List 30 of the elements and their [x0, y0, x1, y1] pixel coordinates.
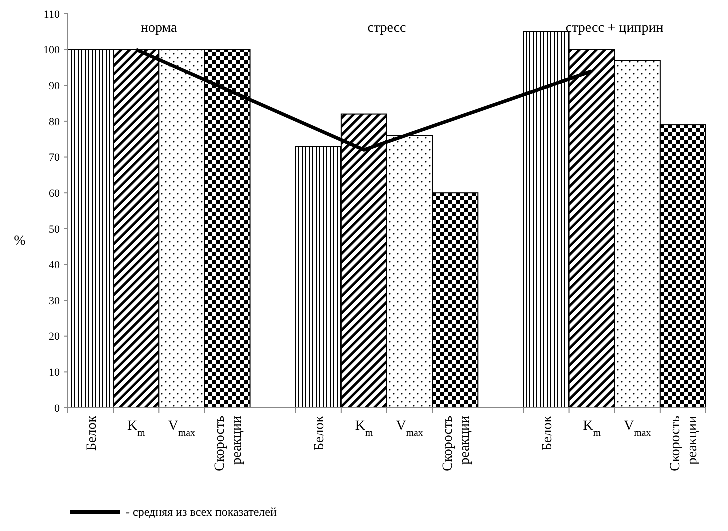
y-tick-label: 110 [44, 8, 60, 21]
annotation: норма [141, 21, 178, 36]
y-axis-title: % [14, 234, 26, 249]
y-tick-label: 60 [49, 188, 60, 200]
x-tick-label: V$_{max}$ [168, 419, 196, 438]
y-tick-label: 40 [49, 260, 60, 272]
x-tick-label: Белок [84, 416, 100, 452]
x-tick-label: Белок [312, 416, 328, 452]
x-tick-label: V$_{max}$ [624, 419, 652, 438]
x-tick-label: V$_{max}$ [396, 419, 424, 438]
y-tick-label: 30 [49, 295, 60, 308]
y-tick-label: 20 [49, 331, 60, 344]
x-tick-label: Скорость реакции [213, 416, 245, 472]
legend-label: - средняя из всех показателей [126, 505, 278, 520]
y-tick-label: 100 [44, 44, 60, 57]
legend: - средняя из всех показателей [70, 505, 277, 520]
x-tick-label: K$_{m}$ [355, 419, 374, 438]
y-tick-label: 70 [49, 152, 60, 164]
y-tick-label: 10 [49, 367, 60, 380]
x-tick-label: Скорость реакции [440, 416, 473, 472]
y-tick-label: 90 [49, 80, 60, 92]
y-tick-label: 80 [49, 116, 60, 128]
x-tick-label: K$_{m}$ [583, 419, 602, 438]
x-tick-label: Скорость реакции [668, 416, 701, 472]
annotation: стресс [368, 21, 406, 36]
y-tick-label: 50 [49, 224, 60, 236]
annotation: стресс + циприн [566, 21, 664, 36]
x-tick-label: Белок [540, 416, 556, 452]
y-tick-label: 0 [54, 402, 60, 415]
x-tick-label: K$_{m}$ [127, 419, 146, 438]
